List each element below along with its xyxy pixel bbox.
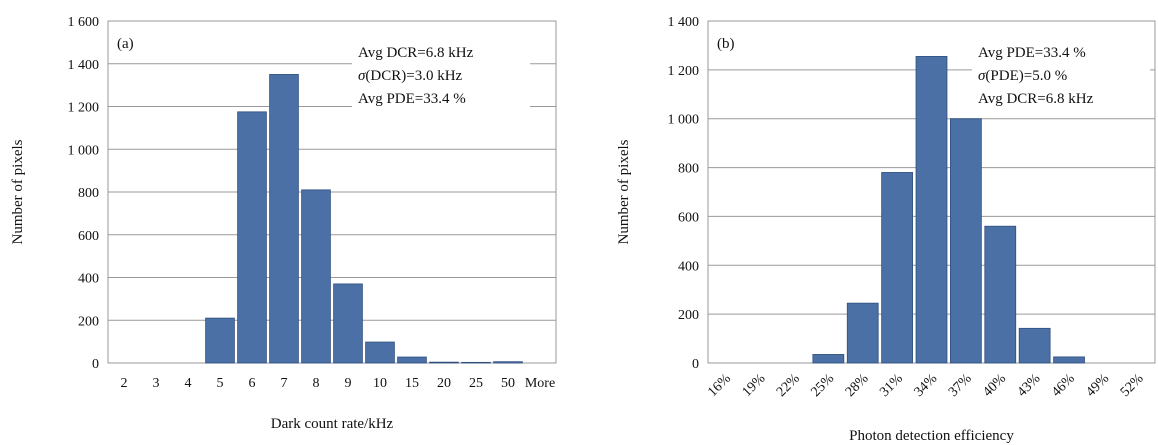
annotation-text: σ(DCR)=3.0 kHz [358, 68, 463, 84]
x-tick-label: 3 [153, 376, 160, 391]
x-tick-label: 50 [501, 376, 515, 391]
x-tick-label: 19% [740, 371, 769, 400]
annotation-text: Avg PDE=33.4 % [978, 45, 1086, 61]
y-tick-label: 800 [678, 162, 699, 177]
y-tick-label: 0 [692, 357, 699, 372]
bar [881, 172, 913, 364]
x-tick-label: 5 [217, 376, 224, 391]
y-tick-label: 200 [678, 308, 699, 323]
x-tick-label: 20 [437, 376, 451, 391]
x-tick-label: More [525, 376, 555, 391]
x-tick-label: 15 [405, 376, 419, 391]
x-tick-label: 40% [980, 371, 1009, 400]
x-tick-label: 37% [946, 371, 975, 400]
x-tick-label: 46% [1049, 371, 1078, 400]
x-tick-label: 4 [185, 376, 192, 391]
x-tick-label: 22% [774, 371, 803, 400]
bar [205, 317, 235, 364]
y-tick-label: 1 000 [668, 113, 700, 128]
x-tick-label: 9 [345, 376, 352, 391]
bar [1018, 327, 1051, 364]
x-tick-label: 8 [313, 376, 320, 391]
y-tick-label: 600 [78, 229, 99, 244]
bar [461, 361, 491, 364]
panel-label: (a) [117, 36, 134, 52]
annotation-text: Avg PDE=33.4 % [358, 91, 466, 107]
bar [333, 283, 363, 364]
y-axis-label: Number of pixels [616, 139, 632, 244]
y-tick-label: 1 400 [668, 15, 700, 30]
y-tick-label: 400 [678, 259, 699, 274]
annotation-box [352, 40, 530, 115]
x-tick-label: 6 [249, 376, 256, 391]
bar [812, 354, 845, 364]
x-tick-label: 10 [373, 376, 387, 391]
chart-b-pde-histogram: 0 200 400 600 800 1 000 1 200 1 400 16% 19% 22% 25%… [616, 15, 1156, 444]
y-tick-label: 1 200 [68, 101, 100, 116]
bar [950, 118, 982, 364]
x-tick-label: 2 [121, 376, 128, 391]
y-tick-label: 1 600 [68, 15, 100, 30]
bar [493, 361, 523, 364]
x-tick-label: 43% [1015, 371, 1044, 400]
annotation-box [972, 40, 1150, 115]
x-tick-label: 49% [1083, 371, 1112, 400]
chart-a-dark-count-histogram: 0 200 400 600 800 1 000 1 200 1 400 1 600 2 3 4 5 6 7 8… [10, 15, 557, 432]
y-tick-label: 200 [78, 314, 99, 329]
bar [1053, 356, 1085, 364]
x-axis-label: Photon detection efficiency [849, 428, 1014, 444]
x-tick-label: 52% [1118, 371, 1147, 400]
bar [915, 56, 948, 364]
y-tick-label: 800 [78, 186, 99, 201]
bar [301, 189, 331, 364]
bar [846, 302, 879, 364]
bar [365, 341, 395, 364]
y-tick-label: 1 200 [668, 64, 700, 79]
bar [397, 356, 427, 364]
annotation-text: Avg DCR=6.8 kHz [358, 45, 474, 61]
x-tick-label: 28% [843, 371, 872, 400]
y-tick-label: 1 400 [68, 58, 100, 73]
x-tick-label: 25% [808, 371, 837, 400]
y-tick-label: 0 [92, 357, 99, 372]
y-tick-label: 600 [678, 210, 699, 225]
bar [984, 225, 1017, 364]
x-tick-label: 16% [705, 371, 734, 400]
bar [269, 74, 299, 364]
bar [429, 361, 459, 364]
panel-label: (b) [717, 36, 735, 52]
annotation-text: Avg DCR=6.8 kHz [978, 91, 1094, 107]
bar [237, 111, 267, 364]
y-axis-label: Number of pixels [10, 139, 26, 244]
x-axis-label: Dark count rate/kHz [271, 416, 394, 432]
y-tick-label: 400 [78, 272, 99, 287]
x-tick-label: 31% [877, 371, 906, 400]
y-tick-label: 1 000 [68, 143, 100, 158]
x-tick-label: 25 [469, 376, 483, 391]
annotation-text: σ(PDE)=5.0 % [978, 68, 1067, 84]
x-tick-label: 34% [912, 371, 941, 400]
x-tick-label: 7 [281, 376, 288, 391]
